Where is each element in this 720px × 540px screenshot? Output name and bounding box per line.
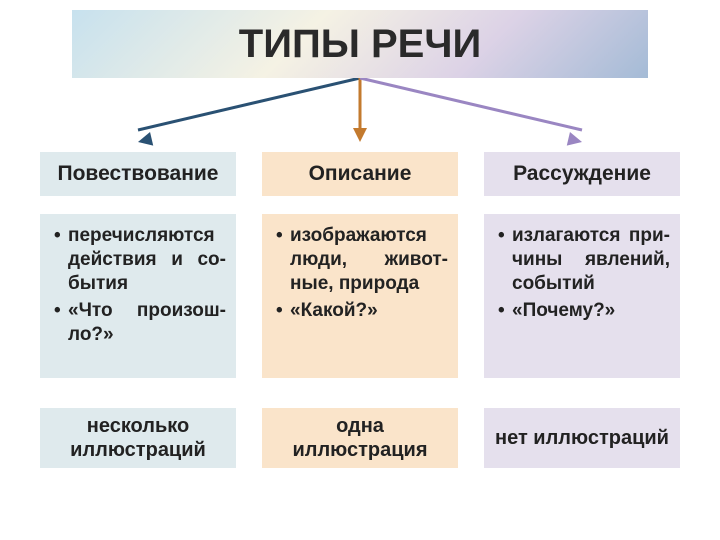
column-body-description: изображаются люди, живот­ные, природа «К… bbox=[262, 214, 458, 378]
bullet-list: излагаются при­чины явлений, событий «По… bbox=[498, 224, 670, 323]
bullet-item: «Почему?» bbox=[498, 299, 670, 323]
column-body-narration: перечисляются действия и со­бытия «Что п… bbox=[40, 214, 236, 378]
column-body-reasoning: излагаются при­чины явлений, событий «По… bbox=[484, 214, 680, 378]
column-footer-reasoning: нет иллюстраций bbox=[484, 408, 680, 468]
footer-label: несколько иллюстраций bbox=[48, 414, 228, 462]
bullet-item: изображаются люди, живот­ные, природа bbox=[276, 224, 448, 295]
heading-label: Рассуждение bbox=[513, 162, 651, 186]
footer-label: нет иллюстраций bbox=[495, 426, 669, 450]
heading-label: Повествование bbox=[58, 162, 219, 186]
bullet-item: «Что произош­ло?» bbox=[54, 299, 226, 347]
diagram-title-text: ТИПЫ РЕЧИ bbox=[239, 22, 481, 67]
bullet-list: изображаются люди, живот­ные, природа «К… bbox=[276, 224, 448, 323]
column-heading-narration: Повествование bbox=[40, 152, 236, 196]
branch-arrows bbox=[0, 78, 720, 148]
bullet-item: «Какой?» bbox=[276, 299, 448, 323]
bullet-list: перечисляются действия и со­бытия «Что п… bbox=[54, 224, 226, 347]
column-footer-narration: несколько иллюстраций bbox=[40, 408, 236, 468]
diagram-title: ТИПЫ РЕЧИ bbox=[72, 10, 648, 78]
column-heading-description: Описание bbox=[262, 152, 458, 196]
footer-label: одна иллюстрация bbox=[270, 414, 450, 462]
bullet-item: перечисляются действия и со­бытия bbox=[54, 224, 226, 295]
bullet-item: излагаются при­чины явлений, событий bbox=[498, 224, 670, 295]
column-heading-reasoning: Рассуждение bbox=[484, 152, 680, 196]
column-footer-description: одна иллюстрация bbox=[262, 408, 458, 468]
heading-label: Описание bbox=[309, 162, 412, 186]
